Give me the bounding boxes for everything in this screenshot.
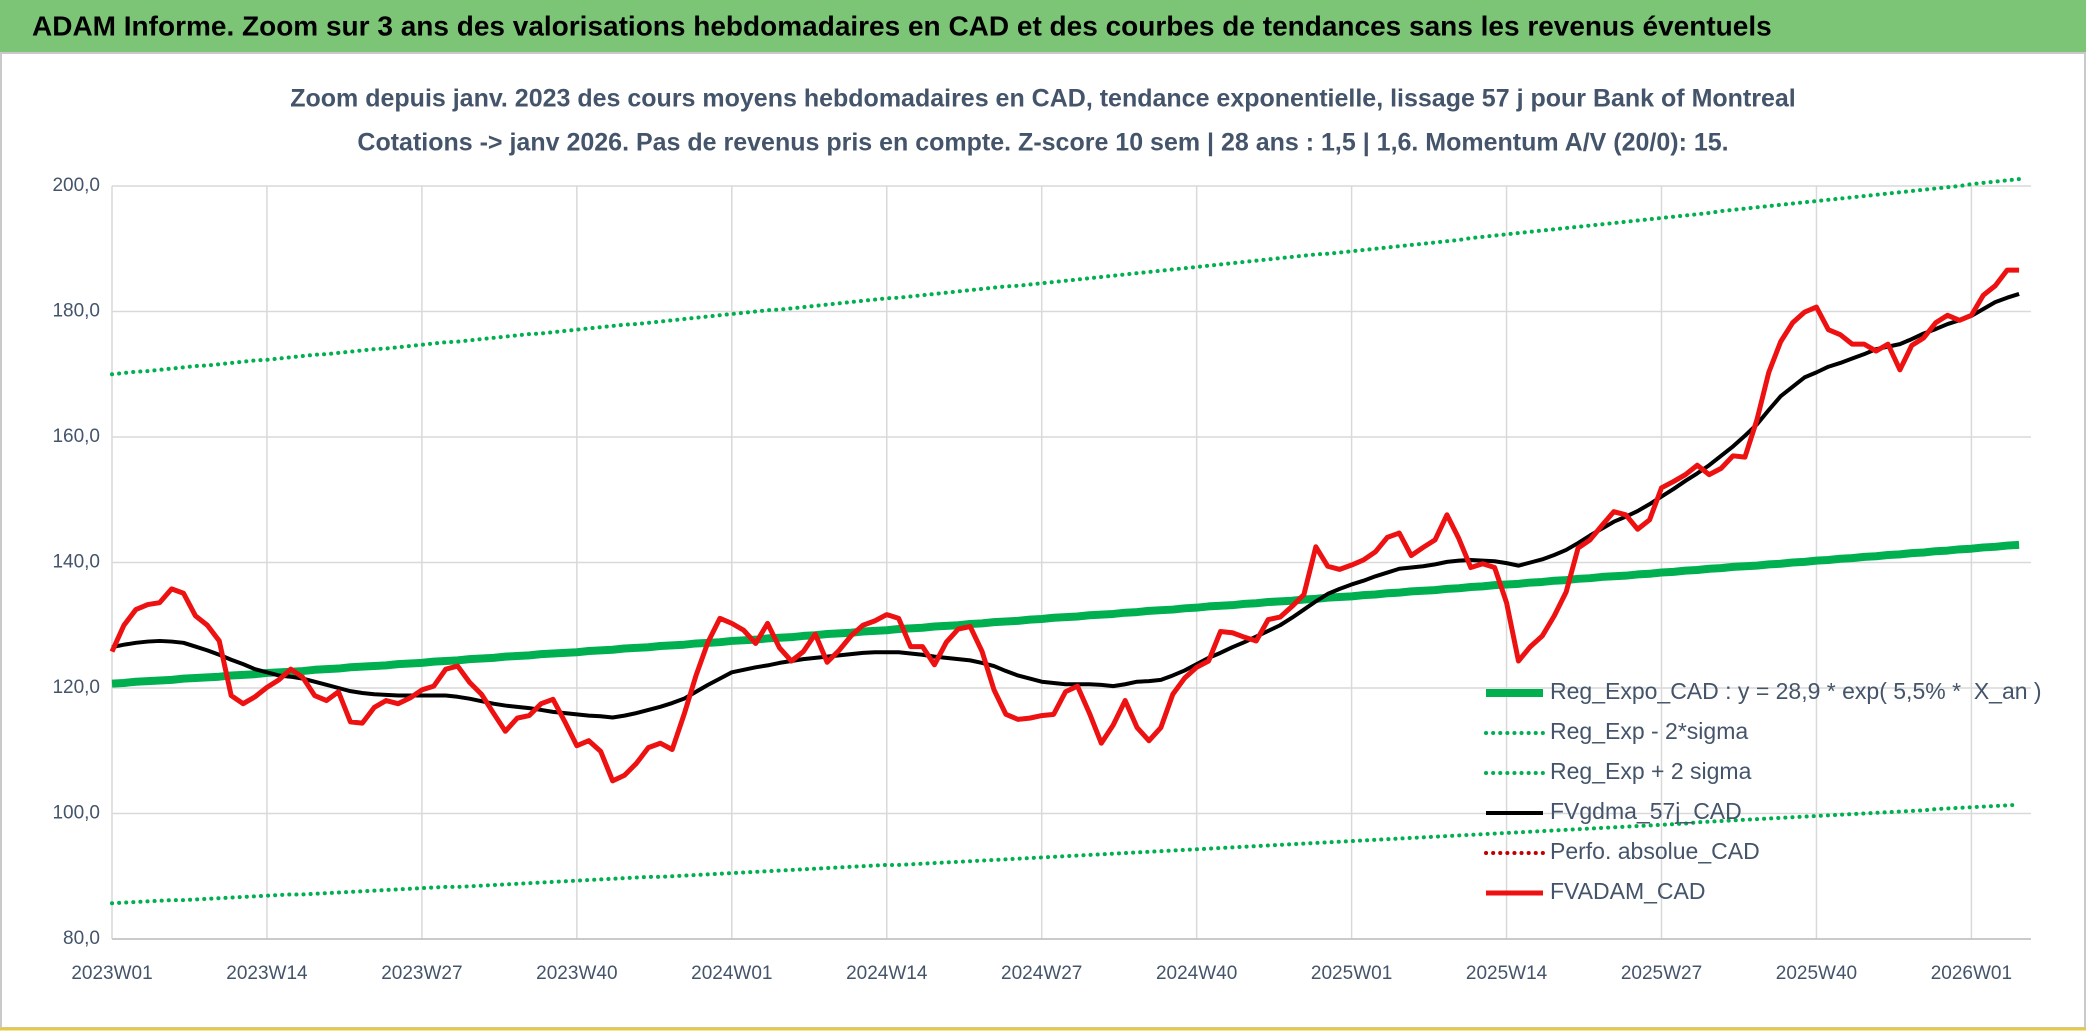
- y-tick-label: 100,0: [52, 803, 100, 824]
- x-tick-label: 2026W01: [1931, 963, 2012, 984]
- chart-title: Zoom depuis janv. 2023 des cours moyens …: [290, 85, 1796, 113]
- legend-label: Perfo. absolue_CAD: [1550, 838, 1760, 864]
- series-line: [111, 540, 2020, 688]
- series-line: [110, 177, 2022, 377]
- x-tick-label: 2024W14: [846, 963, 928, 984]
- y-tick-label: 80,0: [63, 928, 100, 949]
- x-tick-label: 2025W40: [1776, 963, 1857, 984]
- x-tick-label: 2025W01: [1311, 963, 1392, 984]
- x-tick-label: 2023W40: [536, 963, 617, 984]
- x-tick-label: 2025W14: [1466, 963, 1548, 984]
- y-tick-label: 160,0: [52, 426, 100, 447]
- x-tick-label: 2023W14: [226, 963, 308, 984]
- legend-label: Reg_Exp - 2*sigma: [1550, 718, 1748, 744]
- series-line: [109, 267, 2020, 784]
- header-bar: [0, 0, 2086, 53]
- series-line: [110, 802, 2022, 906]
- x-tick-label: 2023W27: [381, 963, 462, 984]
- header-title: ADAM Informe. Zoom sur 3 ans des valoris…: [32, 10, 1772, 41]
- chart-subtitle: Cotations -> janv 2026. Pas de revenus p…: [357, 129, 1728, 157]
- y-tick-label: 200,0: [52, 175, 100, 196]
- legend-label: Reg_Expo_CAD : y = 28,9 * exp( 5,5% * X_…: [1550, 678, 2042, 704]
- x-tick-label: 2023W01: [71, 963, 152, 984]
- x-tick-label: 2025W27: [1621, 963, 1702, 984]
- y-tick-label: 120,0: [52, 677, 100, 698]
- legend-label: FVADAM_CAD: [1550, 878, 1706, 904]
- x-tick-label: 2024W27: [1001, 963, 1082, 984]
- y-tick-label: 180,0: [52, 301, 100, 322]
- legend-label: FVgdma_57j_CAD: [1550, 798, 1742, 824]
- x-tick-label: 2024W01: [691, 963, 772, 984]
- x-tick-label: 2024W40: [1156, 963, 1237, 984]
- legend-label: Reg_Exp + 2 sigma: [1550, 758, 1752, 784]
- y-tick-label: 140,0: [52, 552, 100, 573]
